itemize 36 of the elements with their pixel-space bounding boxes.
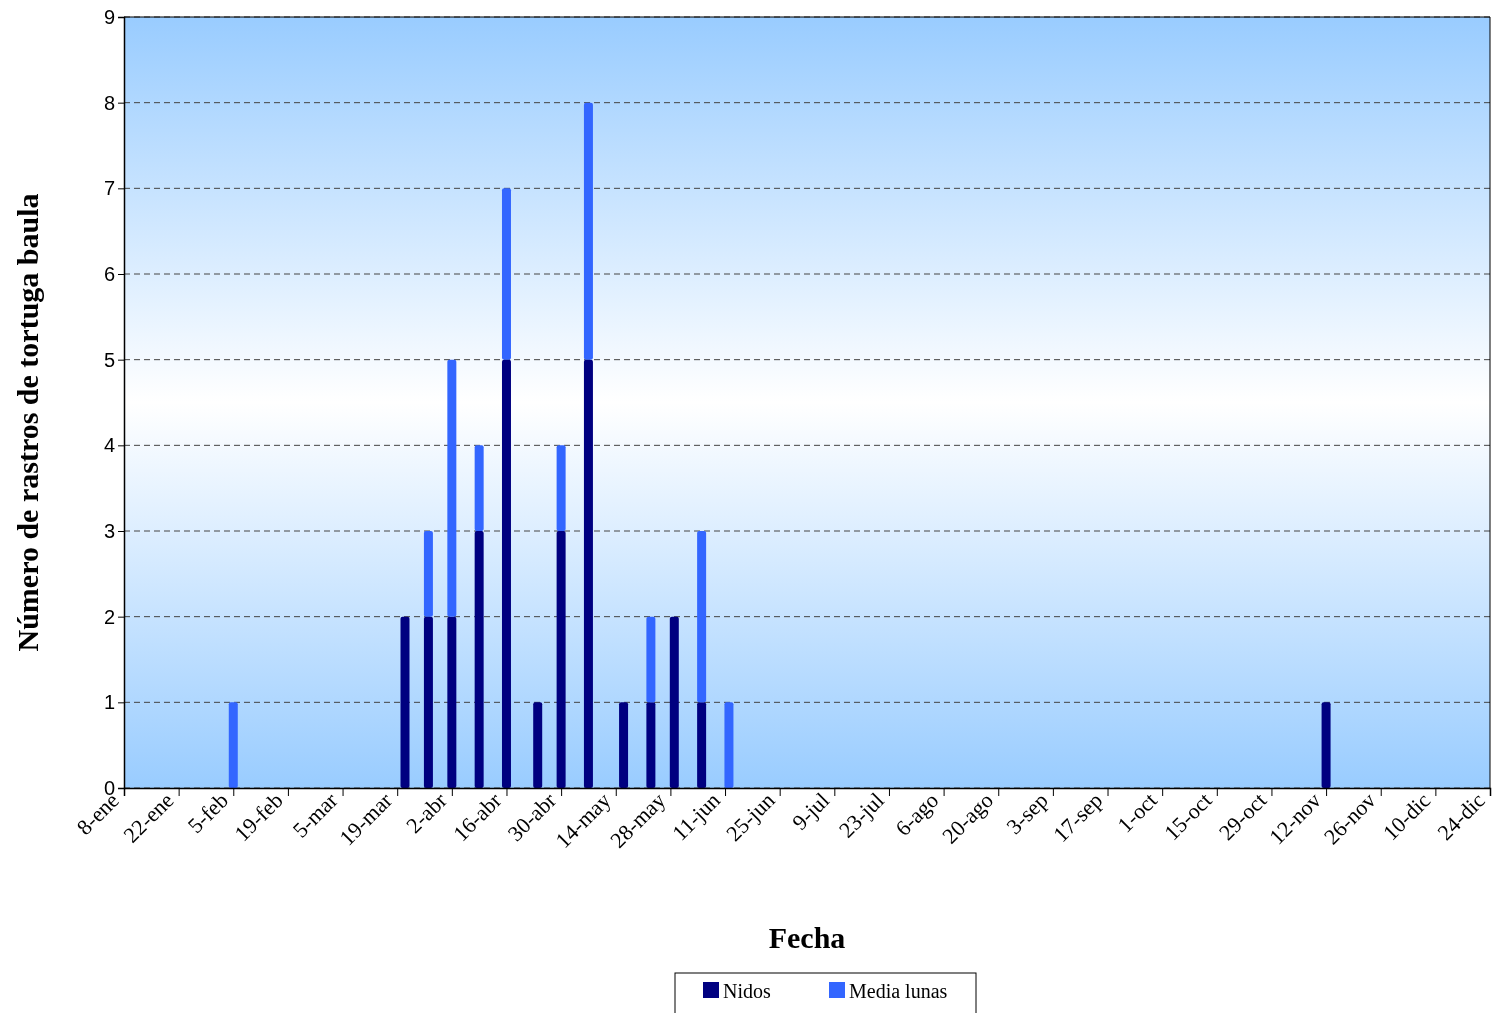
y-tick-label: 3 [103, 519, 115, 542]
bar [669, 616, 679, 788]
y-tick-label: 8 [103, 91, 115, 114]
x-tick-label: 5-feb [182, 787, 234, 839]
bar [646, 702, 656, 788]
legend-label: Media lunas [849, 980, 948, 1002]
legend-label: Nidos [723, 980, 771, 1002]
bar [423, 616, 433, 788]
bar [619, 702, 629, 788]
y-tick-label: 9 [103, 5, 115, 28]
bar [447, 359, 457, 617]
y-axis-title: Número de rastros de tortuga baula [11, 193, 44, 652]
bar [583, 359, 593, 788]
bar [501, 359, 511, 788]
y-tick-label: 1 [103, 691, 115, 714]
y-tick-label: 6 [103, 262, 115, 285]
bar [724, 702, 734, 788]
bar [423, 531, 433, 617]
bar [474, 531, 484, 788]
y-tick-label: 5 [103, 348, 115, 371]
bar [400, 616, 410, 788]
bar [583, 102, 593, 360]
bar [447, 616, 457, 788]
y-tick-label: 4 [103, 434, 115, 457]
bar [474, 445, 484, 531]
bar [646, 616, 656, 703]
bar [1321, 702, 1331, 788]
x-axis-title: Fecha [768, 921, 846, 954]
bar [501, 188, 511, 360]
y-tick-label: 2 [103, 605, 115, 628]
bar [697, 531, 707, 703]
bar [556, 531, 566, 788]
bar [697, 702, 707, 788]
bar [556, 445, 566, 531]
bar [533, 702, 543, 788]
y-tick-label: 7 [103, 177, 115, 200]
